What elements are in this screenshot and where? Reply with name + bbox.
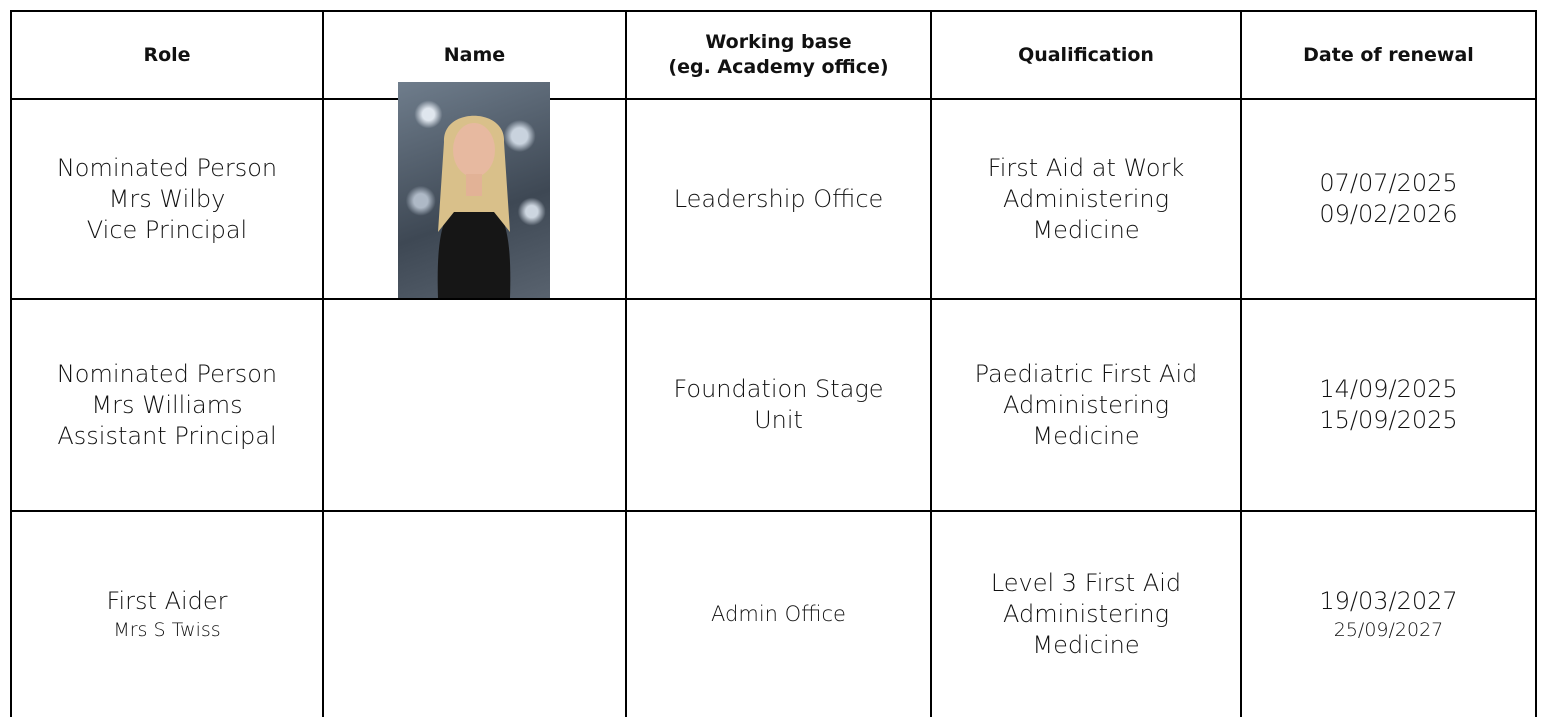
cell-line: 09/02/2026: [1319, 200, 1458, 228]
first-aid-table: Role Name Working base (eg. Academy office)…: [10, 10, 1537, 717]
table-cell: Nominated Person Mrs Williams Assistant Pr…: [10, 298, 324, 512]
cell-line: Working base: [705, 31, 852, 53]
cell-line: Nominated Person: [56, 153, 278, 182]
cell-line: Medicine: [1032, 631, 1140, 659]
cell-line: Role: [143, 43, 191, 66]
cell-line: Name: [443, 43, 506, 66]
table-row: First Aider Mrs S Twiss Admin Office Level …: [10, 510, 1537, 717]
cell-line: Administering: [1003, 184, 1169, 213]
table-cell: Admin Office: [625, 510, 932, 717]
cell-line: Medicine: [1032, 421, 1140, 450]
header-cell: Date of renewal: [1240, 10, 1537, 100]
cell-line: Paediatric First Aid: [974, 359, 1198, 388]
cell-line: Level 3 First Aid: [990, 569, 1182, 597]
cell-line: Qualification: [1018, 43, 1154, 66]
header-cell: Working base (eg. Academy office): [625, 10, 932, 100]
cell-line: Mrs Williams: [91, 390, 243, 419]
cell-line: Administering: [1003, 390, 1169, 419]
cell-line: 07/07/2025: [1319, 169, 1458, 197]
table-cell: First Aid at Work Administering Medicine: [930, 98, 1242, 300]
table-cell: First Aider Mrs S Twiss: [10, 510, 324, 717]
table-cell: Foundation Stage Unit: [625, 298, 932, 512]
cell-line: Date of renewal: [1303, 43, 1474, 66]
cell-line: Foundation Stage: [673, 375, 884, 403]
table-cell: 14/09/2025 15/09/2025: [1240, 298, 1537, 512]
table-cell: 07/07/2025 09/02/2026: [1240, 98, 1537, 300]
cell-line: Administering: [1003, 600, 1169, 628]
cell-line: First Aider: [106, 586, 228, 615]
cell-line: 25/09/2027: [1333, 618, 1444, 641]
cell-line: Assistant Principal: [57, 421, 277, 450]
cell-line: Nominated Person: [56, 359, 278, 388]
cell-line: First Aid at Work: [987, 153, 1185, 182]
staff-photo: [398, 82, 550, 298]
table-cell: Paediatric First Aid Administering Medicin…: [930, 298, 1242, 512]
cell-line: 14/09/2025: [1319, 375, 1458, 403]
table-cell: Leadership Office: [625, 98, 932, 300]
table-cell: [322, 510, 627, 717]
cell-line: (eg. Academy office): [668, 56, 889, 78]
table-cell: 19/03/2027 25/09/2027: [1240, 510, 1537, 717]
cell-line: Medicine: [1032, 215, 1140, 244]
cell-line: Admin Office: [711, 602, 846, 626]
photo-figure: [437, 115, 511, 298]
cell-line: Mrs S Twiss: [113, 618, 221, 641]
cell-line: Mrs Wilby: [108, 184, 226, 213]
cell-line: 19/03/2027: [1319, 586, 1458, 615]
table-cell: Nominated Person Mrs Wilby Vice Principal: [10, 98, 324, 300]
table-cell: [322, 298, 627, 512]
table-row: Nominated Person Mrs Wilby Vice Principal L…: [10, 98, 1537, 300]
cell-line: Unit: [754, 406, 803, 434]
cell-line: Leadership Office: [673, 184, 884, 213]
header-cell: Qualification: [930, 10, 1242, 100]
header-cell: Role: [10, 10, 324, 100]
cell-line: 15/09/2025: [1319, 406, 1458, 434]
header-row: Role Name Working base (eg. Academy office)…: [10, 10, 1537, 100]
cell-line: Vice Principal: [86, 215, 248, 244]
table-cell: Level 3 First Aid Administering Medicine: [930, 510, 1242, 717]
table-row: Nominated Person Mrs Williams Assistant Pr…: [10, 298, 1537, 512]
